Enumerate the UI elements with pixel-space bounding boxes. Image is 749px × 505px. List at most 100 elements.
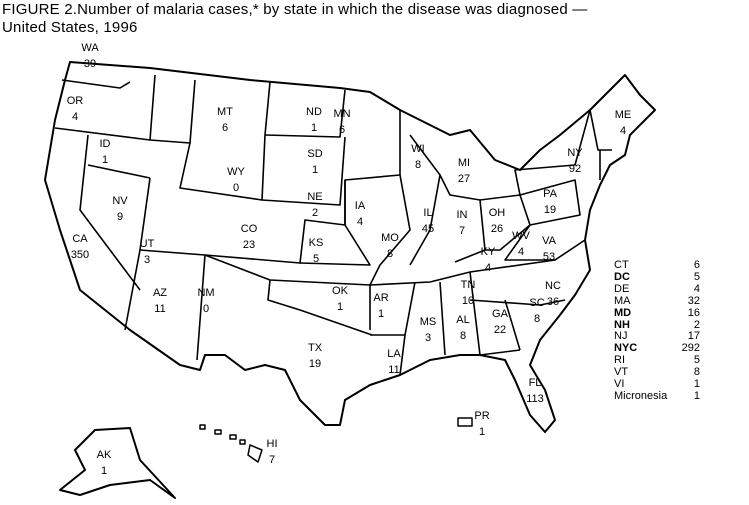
state-label-wi: WI 8 [393,143,443,172]
state-case-count: 9 [116,211,124,223]
state-case-count: 1 [100,465,108,477]
state-case-count: 11 [388,364,400,376]
legend-value: 16 [687,306,700,319]
state-abbr: NC [545,280,561,292]
state-abbr: IA [354,200,366,212]
legend-row-nj: NJ 17 [614,331,700,343]
state-abbr: AK [96,449,112,461]
state-label-hi: HI 7 [247,438,297,467]
state-case-count: 7 [268,454,276,466]
state-label-or: OR 4 [50,95,100,124]
legend-abbr: Micronesia [614,389,668,402]
state-case-count: 39 [83,58,97,70]
state-abbr: CO [240,223,258,235]
legend-row-micronesia: Micronesia 1 [614,389,700,403]
state-abbr: GA [492,308,508,320]
state-label-nc: NC 36 [528,280,578,309]
state-label-mo: MO 8 [365,232,415,261]
state-case-count: 4 [484,262,492,274]
state-label-mn: MN 6 [317,108,367,137]
state-abbr: OK [332,285,348,297]
state-abbr: NY [567,147,583,159]
legend-value: 6 [693,259,700,271]
state-label-wy: WY 0 [211,166,261,195]
small-state-legend: CT 6 DC 5 DE 4 MA 32 MD 16 NH 2 NJ 17 NYC 292 RI 5 VT 8 VI 1 M… [614,259,700,403]
legend-value: 8 [693,366,700,379]
state-abbr: AR [373,292,389,304]
legend-abbr: DE [614,282,630,295]
state-label-wa: WA 39 [65,42,115,71]
state-abbr: FL [528,377,542,389]
legend-abbr: CT [614,259,629,271]
state-label-nd: ND 1 [289,106,339,135]
legend-row-dc: DC 5 [614,270,700,284]
state-abbr: MS [419,316,437,328]
state-label-sc: SC 8 [512,297,562,326]
state-label-ne: NE 2 [290,191,340,220]
legend-row-nyc: NYC 292 [614,342,700,355]
state-case-count: 1 [310,122,318,134]
state-case-count: 2 [311,207,319,219]
state-label-ks: KS 5 [291,237,341,266]
state-case-count: 3 [143,254,151,266]
state-label-ak: AK 1 [79,449,129,478]
legend-abbr: MD [614,306,632,319]
state-abbr: UT [139,238,155,250]
legend-abbr: RI [614,354,625,367]
state-abbr: PA [543,188,557,200]
state-case-count: 8 [414,159,422,171]
state-case-count: 23 [242,239,256,251]
state-case-count: 53 [542,251,556,263]
state-label-tx: TX 19 [290,342,340,371]
state-case-count: 36 [546,296,560,308]
legend-row-ct: CT 6 [614,259,700,272]
state-case-count: 11 [154,303,166,315]
state-label-oh: OH 26 [472,207,522,236]
state-abbr: ID [99,138,111,150]
state-abbr: VA [542,235,556,247]
contiguous-us-outline [44,61,656,433]
state-case-count: 0 [202,303,210,315]
state-abbr: KS [308,237,324,249]
state-label-tn: TN 10 [443,279,493,308]
state-abbr: MN [333,108,351,120]
state-label-il: IL 45 [403,207,453,236]
state-label-me: ME 4 [598,109,648,138]
state-case-count: 22 [493,324,507,336]
state-abbr: ME [614,109,632,121]
state-abbr: MO [381,232,399,244]
legend-value: 17 [687,330,700,343]
state-label-mi: MI 27 [439,157,489,186]
state-case-count: 8 [386,248,394,260]
state-case-count: 45 [421,223,435,235]
state-case-count: 1 [101,154,109,166]
state-case-count: 350 [70,249,90,261]
legend-row-vi: VI 1 [614,378,700,391]
state-label-va: VA 53 [524,235,574,264]
legend-row-nh: NH 2 [614,319,700,332]
state-abbr: LA [387,348,401,360]
state-abbr: OH [488,207,506,219]
state-case-count: 4 [517,246,525,258]
puerto-rico-outline [457,417,473,427]
state-label-ms: MS 3 [403,316,453,345]
state-label-la: LA 11 [369,348,419,377]
state-label-ga: GA 22 [475,308,525,337]
state-case-count: 26 [490,223,504,235]
state-case-count: 3 [424,332,432,344]
state-abbr: HI [266,438,278,450]
alaska-outline [59,427,176,499]
legend-row-de: DE 4 [614,282,700,296]
hawaii-islands [199,424,263,463]
legend-abbr: DC [614,270,630,283]
figure-title-line2: United States, 1996 [2,19,138,36]
legend-value: 5 [693,354,700,367]
state-label-fl: FL 113 [510,377,560,406]
legend-abbr: NYC [614,342,638,355]
state-abbr: WA [81,42,99,54]
state-label-ca: CA 350 [55,233,105,262]
state-case-count: 1 [336,301,344,313]
legend-row-ri: RI 5 [614,354,700,367]
state-case-count: 8 [459,330,467,342]
state-label-mt: MT 6 [200,106,250,135]
